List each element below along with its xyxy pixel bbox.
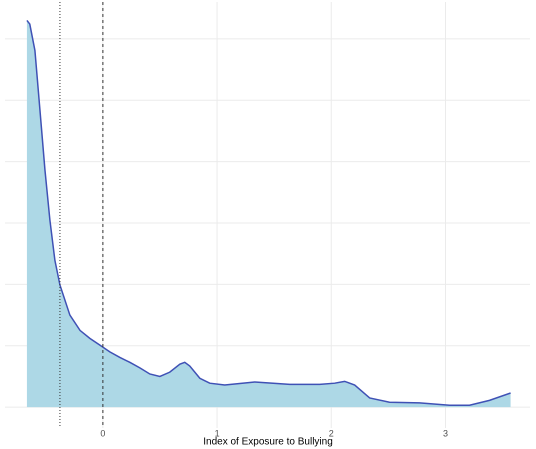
- x-axis-title: Index of Exposure to Bullying: [203, 437, 333, 448]
- x-tick-label: 0: [100, 428, 105, 438]
- x-tick-label: 3: [443, 428, 448, 438]
- x-tick-label: 2: [329, 428, 334, 438]
- density-line: [26, 19, 511, 407]
- area-fill: [26, 20, 511, 408]
- x-tick-label: 1: [215, 428, 220, 438]
